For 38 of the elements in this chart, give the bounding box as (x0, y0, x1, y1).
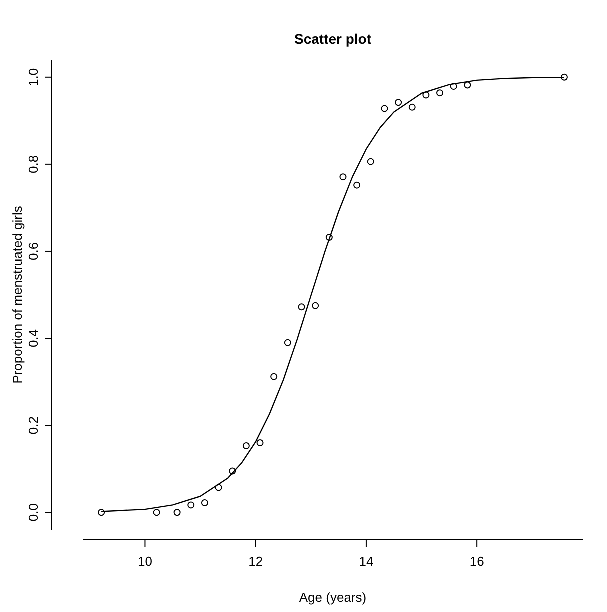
point (395, 99, 402, 106)
point (229, 468, 236, 475)
y-axis-title: Proportion of menstruated girls (10, 206, 25, 384)
x-tick-label: 12 (248, 554, 264, 569)
x-tick-label: 16 (470, 554, 484, 569)
y-tick-label: 0.6 (26, 242, 41, 261)
point (464, 82, 472, 89)
point (436, 90, 444, 97)
point (381, 105, 388, 112)
point (256, 439, 264, 446)
point (340, 174, 347, 181)
point (270, 373, 278, 380)
y-tick-label: 0.4 (26, 329, 41, 348)
point (408, 104, 416, 111)
point (560, 74, 568, 81)
point (201, 500, 208, 507)
point (215, 484, 222, 492)
point (242, 442, 250, 450)
y-tick-label: 0.2 (26, 416, 41, 435)
y-tick-label: 1.0 (26, 68, 41, 86)
chart-title: Scatter plot (294, 31, 372, 47)
point (153, 509, 160, 516)
x-tick-label: 10 (138, 554, 152, 569)
point (188, 502, 195, 509)
point (174, 509, 181, 516)
point (450, 83, 458, 90)
point (422, 92, 430, 99)
x-tick-label: 14 (359, 554, 374, 569)
point (98, 509, 106, 516)
point (367, 158, 374, 166)
point (284, 339, 292, 346)
y-tick-label: 0.0 (26, 504, 41, 522)
point (354, 182, 361, 189)
point (298, 304, 306, 311)
point (326, 234, 333, 242)
x-axis-title: Age (years) (299, 590, 367, 605)
point (312, 302, 320, 310)
y-tick-label: 0.8 (26, 155, 41, 174)
